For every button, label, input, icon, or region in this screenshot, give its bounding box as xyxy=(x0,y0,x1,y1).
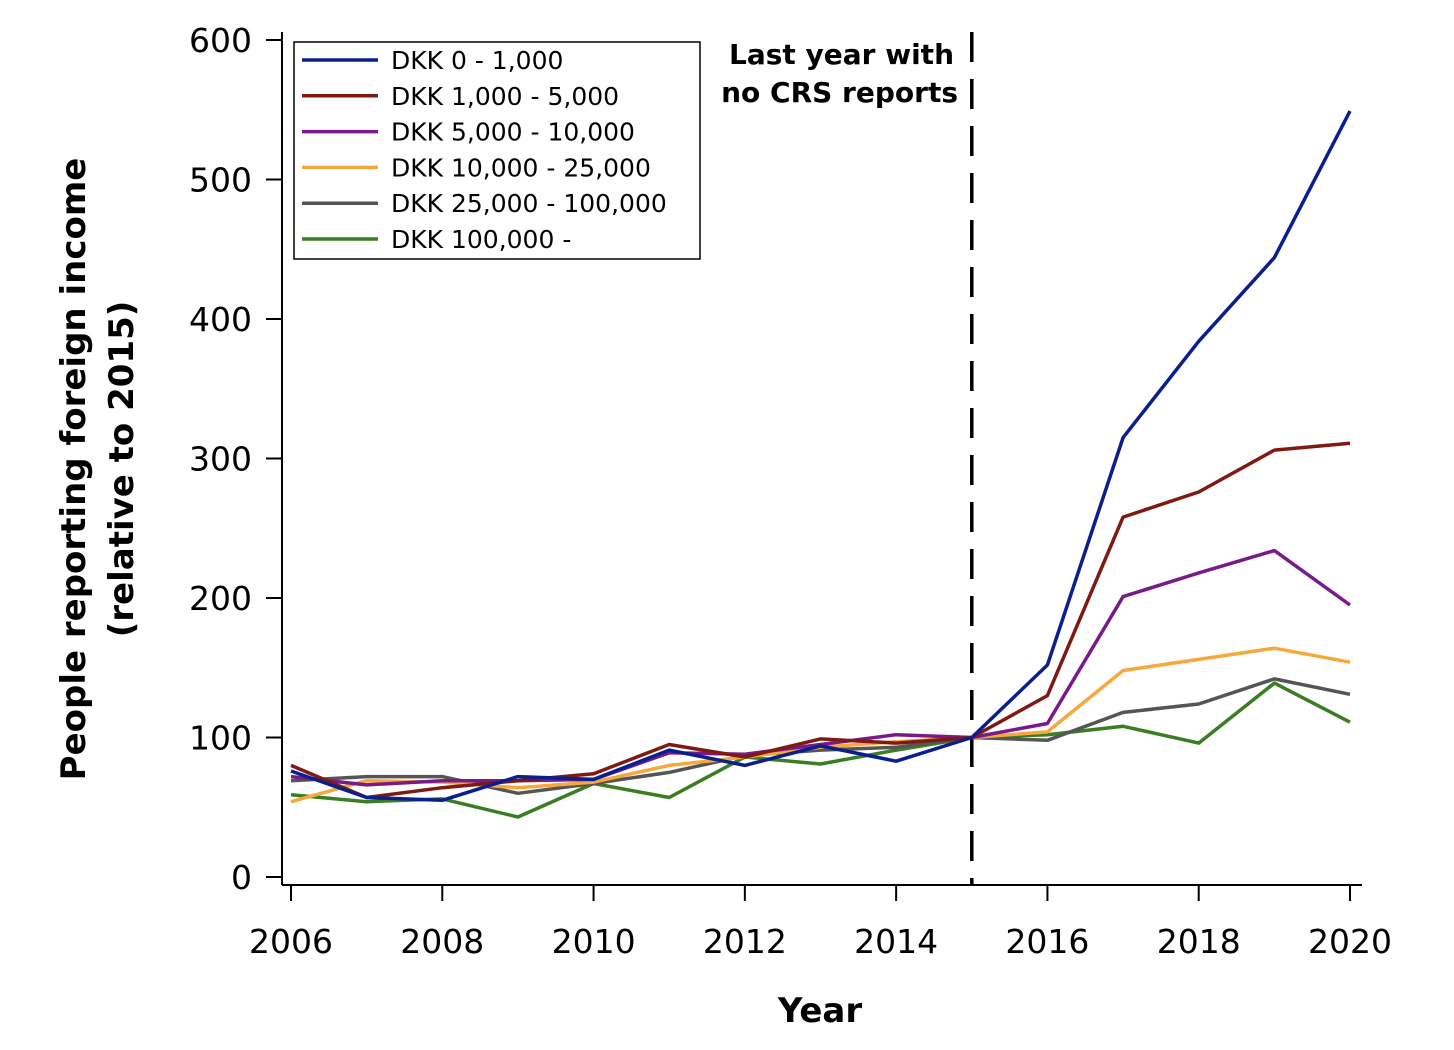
x-tick-label: 2018 xyxy=(1157,922,1241,961)
legend-items: DKK 0 - 1,000 DKK 1,000 - 5,000 DKK 5,000 … xyxy=(302,46,667,254)
legend-label: DKK 0 - 1,000 xyxy=(391,46,563,75)
legend-label: DKK 25,000 - 100,000 xyxy=(391,189,667,218)
y-tick-label: 400 xyxy=(189,300,252,339)
y-tick-label: 100 xyxy=(189,719,252,758)
x-tick-label: 2014 xyxy=(854,922,938,961)
series-line-dkk-100-000 xyxy=(290,681,1351,819)
y-tick-label: 600 xyxy=(189,21,252,60)
x-tick-label: 2010 xyxy=(552,922,636,961)
vline-annotation-line2: no CRS reports xyxy=(721,76,958,109)
x-ticks: 2006 2008 2010 2012 2014 2016 2018 2020 xyxy=(249,885,1392,961)
series-line-dkk-25-000-100-000 xyxy=(290,677,1351,796)
y-axis-title-line2: (relative to 2015) xyxy=(102,301,142,638)
series-line-dkk-1-000-5-000 xyxy=(290,441,1351,800)
series-lines xyxy=(290,110,1352,819)
y-tick-label: 500 xyxy=(189,161,252,200)
y-tick-label: 0 xyxy=(231,858,252,897)
x-tick-label: 2020 xyxy=(1308,922,1392,961)
x-tick-label: 2008 xyxy=(400,922,484,961)
y-tick-label: 300 xyxy=(189,440,252,479)
y-tick-label: 200 xyxy=(189,579,252,618)
vline-annotation-line1: Last year with xyxy=(729,38,954,71)
legend: DKK 0 - 1,000 DKK 1,000 - 5,000 DKK 5,000 … xyxy=(293,41,701,260)
y-axis-title-line1: People reporting foreign income xyxy=(54,158,94,781)
series-line-dkk-0-1-000 xyxy=(290,110,1352,803)
legend-label: DKK 5,000 - 10,000 xyxy=(391,118,635,147)
legend-box xyxy=(293,41,701,260)
legend-label: DKK 10,000 - 25,000 xyxy=(391,153,651,182)
x-tick-label: 2006 xyxy=(249,922,333,961)
x-axis-title: Year xyxy=(777,991,863,1031)
y-ticks: 0 100 200 300 400 500 600 xyxy=(189,21,282,897)
legend-label: DKK 100,000 - xyxy=(391,225,571,254)
x-tick-label: 2016 xyxy=(1005,922,1089,961)
x-tick-label: 2012 xyxy=(703,922,787,961)
legend-label: DKK 1,000 - 5,000 xyxy=(391,82,619,111)
